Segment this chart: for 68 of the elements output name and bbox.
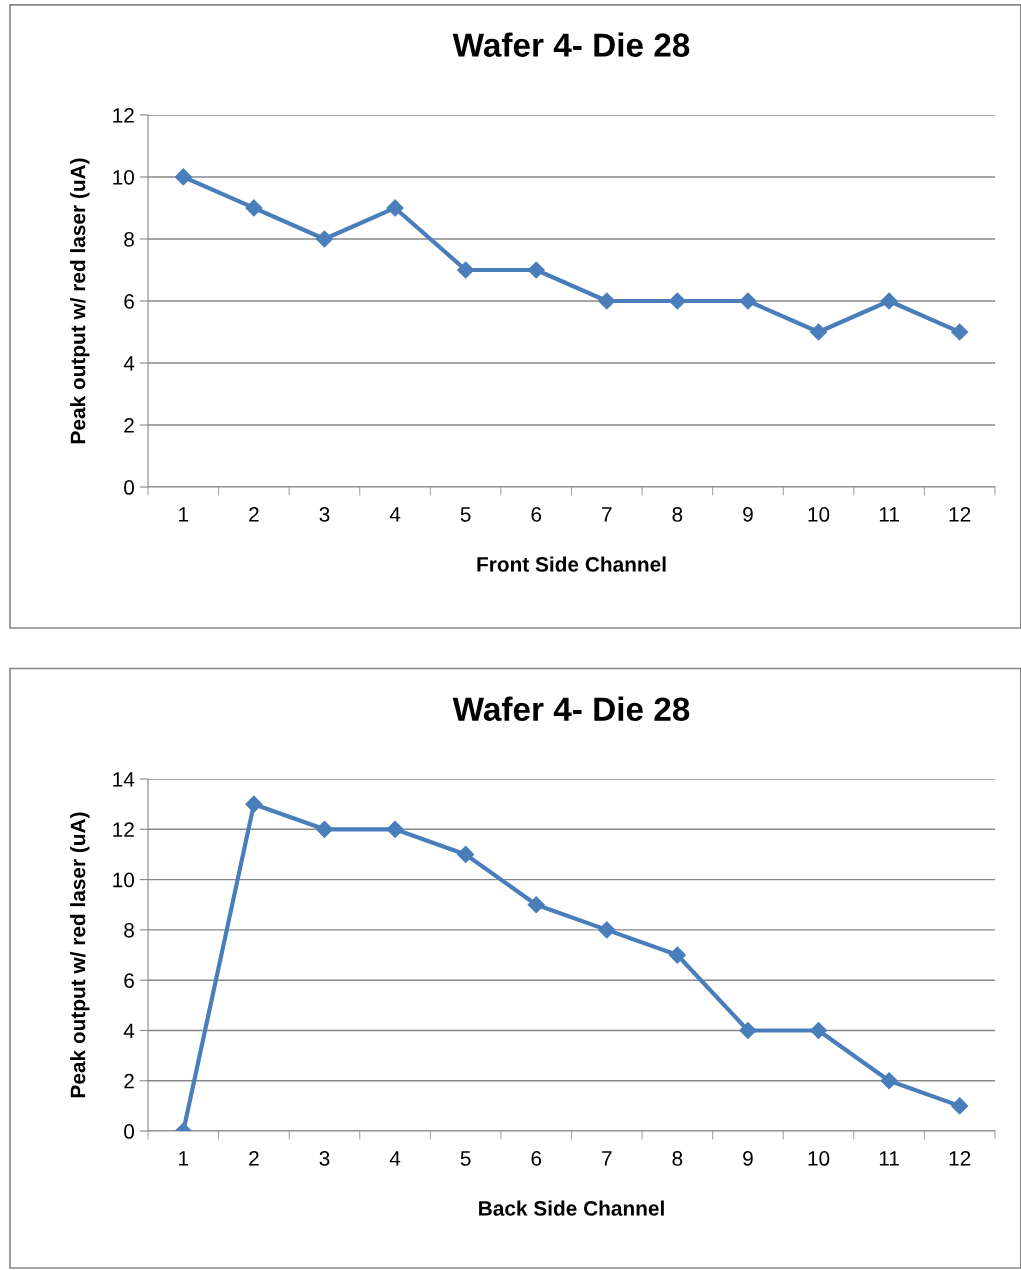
point [880,292,898,310]
y-tick-label: 2 [124,1073,134,1089]
x-tick-label: 1 [179,1151,189,1166]
y-tick-label: 14 [113,772,135,787]
x-tick-label: 7 [602,507,612,522]
x-tick-label: 5 [460,1151,471,1166]
point [527,896,545,914]
point [386,199,404,217]
x-tick-label: 12 [949,507,971,522]
y-tick-label: 4 [123,356,135,371]
point [951,323,969,341]
point [315,230,334,248]
point [668,946,686,964]
x-tick-label: 1 [179,507,189,522]
x-tick-label: 4 [389,1151,401,1166]
point [668,292,686,310]
point [880,1072,898,1090]
x-tick-label: 12 [949,1151,971,1166]
point [598,921,616,939]
point [457,845,475,864]
point [951,1097,969,1115]
x-tick-label: 3 [319,1151,330,1166]
x-tick-label: 11 [879,507,899,522]
y-tick-label: 6 [124,973,134,988]
point [386,820,404,838]
x-tick-label: 6 [531,507,542,522]
x-tick-label: 10 [808,1151,830,1166]
y-tick-label: 0 [124,480,135,495]
y-axis-title: Peak output w/ red laser (uA) [70,158,90,444]
y-tick-label: 8 [124,922,134,938]
y-tick-label: 12 [113,822,134,837]
chart-title: Wafer 4- Die 28 [452,32,690,57]
x-tick-label: 5 [460,507,471,522]
point [245,199,263,217]
x-tick-label: 2 [249,507,259,522]
x-tick-label: 2 [249,1151,259,1166]
chart-title: Wafer 4- Die 28 [452,696,690,722]
y-tick-label: 8 [124,231,134,247]
point [245,795,263,813]
point [457,261,475,279]
x-tick-label: 11 [879,1151,899,1166]
x-tick-label: 8 [672,1151,683,1166]
y-tick-label: 0 [124,1124,135,1139]
y-tick-label: 10 [113,872,135,888]
x-tick-label: 9 [743,1151,753,1166]
y-tick-label: 4 [123,1023,135,1039]
y-tick-label: 10 [113,169,135,185]
y-axis-title: Peak output w/ red laser (uA) [70,812,90,1098]
x-axis-title: Front Side Channel [477,556,666,572]
point [739,292,757,310]
point [598,292,616,310]
x-tick-label: 6 [531,1151,542,1166]
y-tick-label: 2 [124,418,134,433]
x-tick-label: 3 [319,507,330,522]
x-tick-label: 8 [672,507,683,522]
point [809,1021,828,1040]
y-tick-label: 12 [113,107,134,123]
x-tick-label: 10 [808,507,830,522]
point [739,1021,757,1040]
point [527,261,545,279]
x-axis-title: Back Side Channel [479,1200,664,1216]
point [809,323,828,341]
point [174,168,192,186]
y-tick-label: 6 [124,293,134,309]
x-tick-label: 7 [602,1151,612,1166]
x-tick-label: 4 [389,507,401,522]
x-tick-label: 9 [743,507,753,522]
point [315,820,334,838]
